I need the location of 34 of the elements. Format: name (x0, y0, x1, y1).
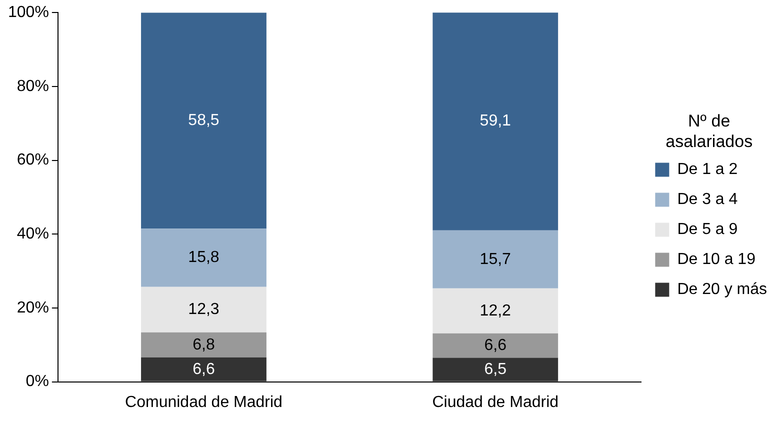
y-tick-label: 60% (16, 152, 49, 169)
bar (432, 358, 558, 382)
y-tick-label: 20% (16, 299, 49, 316)
bar (432, 12, 558, 230)
legend-label: De 3 a 4 (677, 191, 738, 208)
data-label: 12,2 (480, 302, 512, 320)
data-label: 6,6 (192, 360, 215, 378)
legend-title: Nº de asalariados (666, 111, 753, 151)
data-label: 12,3 (188, 301, 220, 318)
data-label: 15,8 (188, 249, 220, 266)
legend-label: De 10 a 19 (677, 251, 756, 268)
data-label: 6,8 (192, 336, 215, 354)
x-tick-label: Comunidad de Madrid (125, 394, 282, 411)
x-tick-label: Ciudad de Madrid (432, 394, 559, 411)
y-tick-label: 100% (8, 4, 49, 22)
bar (432, 230, 558, 288)
bar (141, 286, 266, 332)
legend-label: De 5 a 9 (677, 221, 738, 238)
legend-label: De 1 a 2 (677, 161, 738, 178)
y-tick-label: 80% (16, 78, 49, 95)
bar (141, 332, 266, 358)
y-tick-label: 0% (26, 373, 49, 390)
data-label: 6,5 (484, 360, 507, 378)
data-label: 58,5 (188, 112, 220, 129)
data-label: 59,1 (480, 112, 512, 130)
bar (432, 333, 558, 358)
bar (141, 12, 266, 229)
bar (141, 228, 266, 287)
y-tick-label: 40% (16, 226, 49, 243)
legend-label: De 20 y más (677, 281, 767, 298)
bar (141, 357, 266, 382)
data-label: 15,7 (480, 250, 512, 268)
data-label: 6,6 (484, 337, 507, 354)
bar (432, 288, 558, 334)
